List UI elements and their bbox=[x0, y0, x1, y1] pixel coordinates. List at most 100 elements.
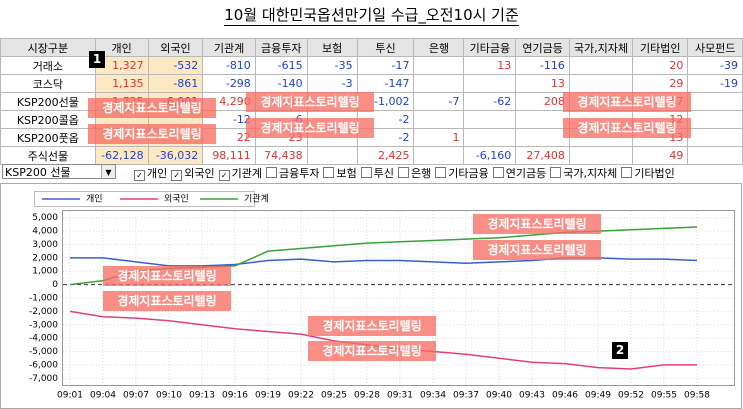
row-label: 주식선물 bbox=[0, 146, 96, 165]
checkbox-box bbox=[435, 167, 447, 178]
watermark: 경제지표스토리텔링 bbox=[103, 266, 231, 286]
watermark: 경제지표스토리텔링 bbox=[246, 92, 374, 112]
y-tick-label: 0 bbox=[52, 280, 58, 290]
table-cell bbox=[413, 56, 465, 75]
x-tick-label: 09:16 bbox=[222, 391, 248, 401]
x-tick-label: 09:28 bbox=[354, 391, 380, 401]
table-cell: 13 bbox=[515, 74, 570, 93]
x-tick-label: 09:10 bbox=[156, 391, 182, 401]
table-cell: -17 bbox=[356, 56, 415, 75]
table-cell bbox=[687, 92, 743, 111]
dropdown[interactable]: KSP200 선물 ▼ bbox=[2, 164, 116, 179]
table-cell: -861 bbox=[147, 74, 204, 93]
x-tick-label: 09:34 bbox=[420, 391, 446, 401]
x-tick-label: 09:22 bbox=[288, 391, 314, 401]
checkbox-group: ✓ 개인 ✓ 외국인 ✓ 기관계 금융투자 보험 투신 은행 기타금융 연기금등 국가,지자체 기타법인 bbox=[134, 165, 679, 181]
checkbox-box: ✓ bbox=[218, 170, 230, 181]
dropdown-arrow[interactable]: ▼ bbox=[101, 165, 115, 178]
x-tick-label: 09:58 bbox=[684, 391, 710, 401]
x-tick-label: 09:49 bbox=[585, 391, 611, 401]
table-cell bbox=[463, 74, 517, 93]
checkbox-label: 은행 bbox=[410, 167, 432, 180]
header-cell: 연기금등 bbox=[515, 38, 570, 57]
checkbox-box: ✓ bbox=[134, 170, 145, 181]
x-tick-label: 09:25 bbox=[321, 391, 347, 401]
checkbox-label: 국가,지자체 bbox=[563, 167, 618, 180]
table-cell: -7 bbox=[413, 92, 465, 111]
checkbox[interactable]: 연기금등 bbox=[492, 165, 547, 181]
table-cell: 208 bbox=[515, 92, 570, 111]
y-tick-label: -3,000 bbox=[29, 320, 58, 330]
header-cell: 개인 bbox=[94, 38, 149, 57]
table-cell: 1,327 bbox=[94, 56, 149, 75]
title: 10월 대한민국옵션만기일 수급_오전10시 기준 bbox=[0, 4, 743, 26]
checkbox[interactable]: ✓ 외국인 bbox=[171, 165, 215, 181]
watermark: 경제지표스토리텔링 bbox=[88, 98, 216, 118]
x-tick-label: 09:46 bbox=[552, 391, 578, 401]
table-cell: -532 bbox=[147, 56, 204, 75]
table-cell: -35 bbox=[306, 56, 358, 75]
checkbox-label: 보험 bbox=[336, 167, 357, 180]
x-tick-label: 09:19 bbox=[255, 391, 281, 401]
badge: 1 bbox=[89, 51, 105, 68]
x-tick-label: 09:43 bbox=[519, 391, 545, 401]
table-cell: -3 bbox=[306, 74, 358, 93]
header-cell: 금융투자 bbox=[254, 38, 308, 57]
table-cell: -62 bbox=[463, 92, 517, 111]
x-tick-label: 09:31 bbox=[387, 391, 413, 401]
table-cell: 27,408 bbox=[515, 146, 570, 165]
checkbox-label: 기관계 bbox=[231, 167, 262, 180]
table-cell: -298 bbox=[202, 74, 256, 93]
checkbox-box bbox=[550, 167, 562, 178]
y-tick-label: -6,000 bbox=[29, 360, 58, 370]
y-tick-label: 3,000 bbox=[32, 240, 58, 250]
table-cell bbox=[568, 146, 633, 165]
dropdown-label: KSP200 선물 bbox=[5, 166, 71, 179]
legend-label: 외국인 bbox=[164, 193, 189, 205]
table-cell bbox=[687, 128, 743, 147]
table-cell bbox=[687, 146, 743, 165]
checkbox[interactable]: 은행 bbox=[397, 165, 432, 181]
y-tick-label: -7,000 bbox=[29, 374, 58, 384]
row-label: KSP200풋옵 bbox=[0, 128, 96, 147]
table-row: 코스닥 1,135 -861 -298 -140 -3 -147 13 29 -19 bbox=[0, 74, 743, 93]
checkbox[interactable]: 보험 bbox=[323, 165, 357, 181]
table-cell: 98,111 bbox=[202, 146, 256, 165]
y-tick-label: -4,000 bbox=[29, 334, 58, 344]
checkbox-label: 연기금등 bbox=[505, 167, 547, 180]
watermark: 경제지표스토리텔링 bbox=[88, 124, 216, 144]
table-cell bbox=[413, 110, 465, 129]
checkbox[interactable]: 국가,지자체 bbox=[550, 165, 617, 181]
checkbox[interactable]: 기타법인 bbox=[621, 165, 675, 181]
legend-label: 개인 bbox=[86, 194, 103, 205]
checkbox[interactable]: ✓ 개인 bbox=[134, 165, 167, 181]
table-cell: -6,160 bbox=[463, 146, 517, 165]
header-cell: 외국인 bbox=[147, 38, 204, 57]
plot-frame bbox=[62, 210, 735, 386]
header-cell: 은행 bbox=[413, 38, 465, 57]
checkbox[interactable]: 금융투자 bbox=[266, 165, 319, 181]
table-cell: -19 bbox=[687, 74, 743, 93]
checkbox[interactable]: 기타금융 bbox=[435, 165, 489, 181]
x-tick-label: 09:55 bbox=[651, 391, 677, 401]
checkbox[interactable]: 투신 bbox=[360, 165, 394, 181]
checkbox-label: 기타금융 bbox=[448, 167, 489, 180]
table-cell: 2,425 bbox=[356, 146, 415, 165]
header-cell: 국가,지자체 bbox=[568, 38, 633, 57]
table-cell bbox=[413, 74, 465, 93]
table-cell: -62,128 bbox=[94, 146, 149, 165]
checkbox-label: 투신 bbox=[373, 167, 394, 180]
header-cell: 기관계 bbox=[202, 38, 256, 57]
badge: 2 bbox=[612, 342, 628, 359]
table-cell bbox=[306, 146, 358, 165]
checkbox-label: 외국인 bbox=[184, 167, 215, 180]
checkbox-box bbox=[621, 167, 633, 178]
legend-label: 기관계 bbox=[244, 193, 269, 205]
y-tick-label: 1,000 bbox=[32, 267, 58, 277]
table-cell bbox=[515, 128, 570, 147]
checkbox[interactable]: ✓ 기관계 bbox=[218, 165, 262, 181]
x-tick-label: 09:13 bbox=[189, 391, 215, 401]
header-cell: 투신 bbox=[356, 38, 415, 57]
checkbox-box: ✓ bbox=[171, 170, 183, 181]
